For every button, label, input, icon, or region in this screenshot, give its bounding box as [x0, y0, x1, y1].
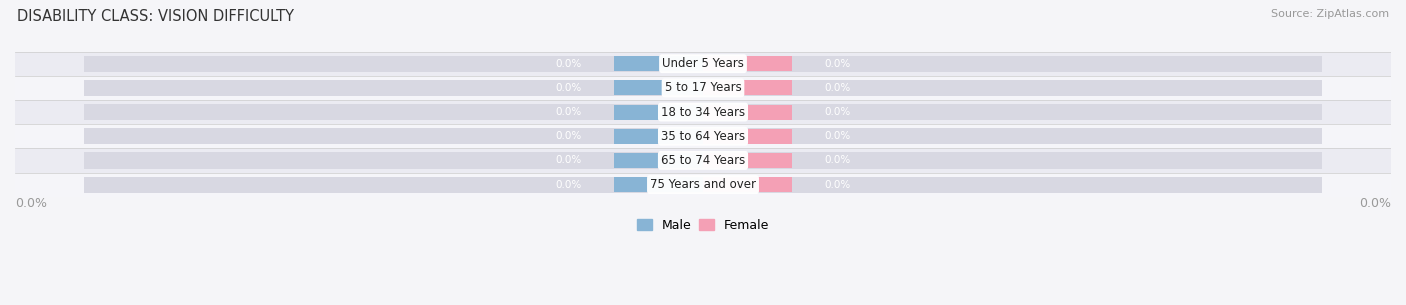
Text: DISABILITY CLASS: VISION DIFFICULTY: DISABILITY CLASS: VISION DIFFICULTY: [17, 9, 294, 24]
Bar: [84, 80, 703, 96]
Bar: [703, 153, 793, 168]
Bar: [84, 152, 703, 169]
Text: 0.0%: 0.0%: [1360, 197, 1391, 210]
Bar: [15, 100, 1391, 124]
Text: 35 to 64 Years: 35 to 64 Years: [661, 130, 745, 143]
Bar: [613, 129, 703, 144]
Bar: [613, 153, 703, 168]
Text: 0.0%: 0.0%: [824, 83, 851, 93]
Bar: [15, 173, 1391, 197]
Bar: [703, 105, 793, 120]
Text: 0.0%: 0.0%: [824, 156, 851, 165]
Bar: [84, 56, 703, 72]
Bar: [703, 129, 793, 144]
Text: 0.0%: 0.0%: [15, 197, 46, 210]
Legend: Male, Female: Male, Female: [631, 214, 775, 237]
Bar: [15, 76, 1391, 100]
Text: 0.0%: 0.0%: [824, 59, 851, 69]
Text: 0.0%: 0.0%: [555, 107, 582, 117]
Bar: [703, 177, 1322, 193]
Text: 0.0%: 0.0%: [824, 131, 851, 141]
Bar: [703, 152, 1322, 169]
Bar: [15, 52, 1391, 76]
Text: 0.0%: 0.0%: [555, 156, 582, 165]
Bar: [15, 148, 1391, 173]
Bar: [703, 177, 793, 192]
Text: Under 5 Years: Under 5 Years: [662, 57, 744, 70]
Text: 0.0%: 0.0%: [555, 180, 582, 190]
Text: 0.0%: 0.0%: [824, 180, 851, 190]
Bar: [84, 177, 703, 193]
Text: 65 to 74 Years: 65 to 74 Years: [661, 154, 745, 167]
Bar: [613, 56, 703, 71]
Bar: [703, 80, 1322, 96]
Bar: [613, 177, 703, 192]
Bar: [613, 105, 703, 120]
Bar: [703, 81, 793, 95]
Bar: [703, 56, 793, 71]
Bar: [703, 56, 1322, 72]
Text: Source: ZipAtlas.com: Source: ZipAtlas.com: [1271, 9, 1389, 19]
Text: 18 to 34 Years: 18 to 34 Years: [661, 106, 745, 119]
Bar: [15, 124, 1391, 148]
Bar: [84, 104, 703, 120]
Text: 0.0%: 0.0%: [555, 131, 582, 141]
Bar: [84, 128, 703, 144]
Text: 75 Years and over: 75 Years and over: [650, 178, 756, 191]
Text: 0.0%: 0.0%: [555, 83, 582, 93]
Text: 0.0%: 0.0%: [555, 59, 582, 69]
Bar: [613, 81, 703, 95]
Bar: [703, 104, 1322, 120]
Text: 5 to 17 Years: 5 to 17 Years: [665, 81, 741, 94]
Text: 0.0%: 0.0%: [824, 107, 851, 117]
Bar: [703, 128, 1322, 144]
